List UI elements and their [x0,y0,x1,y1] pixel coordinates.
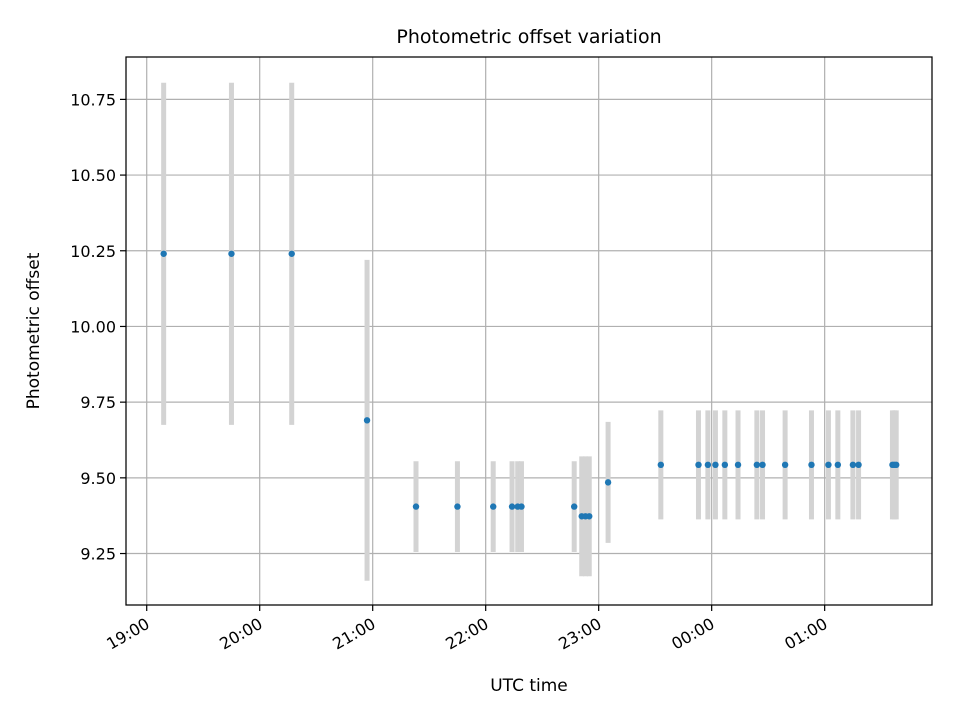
data-point [712,461,719,469]
data-point [454,503,461,510]
data-point [721,461,729,469]
data-point [657,461,665,469]
data-point [604,479,612,486]
data-point [508,503,516,510]
data-point [893,461,900,469]
data-point [834,461,842,469]
data-point [734,461,742,469]
y-axis-label: Photometric offset [24,252,44,409]
x-axis-label: UTC time [490,676,568,696]
y-tick-label: 10.50 [70,166,116,185]
data-point [855,461,862,469]
data-point [363,417,371,424]
data-point [160,250,167,257]
data-point [288,250,295,257]
data-points [160,250,900,520]
chart-title: Photometric offset variation [396,26,661,48]
data-point [704,461,712,469]
data-point [781,461,789,469]
data-point [412,503,420,510]
y-tick-label: 10.75 [70,90,116,109]
data-point [695,461,702,469]
y-tick-label: 10.25 [70,242,116,261]
data-point [849,461,857,469]
data-point [753,461,761,469]
y-tick-label: 9.50 [80,469,116,488]
data-point [570,503,578,510]
data-point [586,513,593,520]
data-point [808,461,815,469]
data-point [228,250,235,257]
y-tick-label: 9.75 [80,393,116,412]
y-tick-label: 9.25 [80,545,116,564]
data-point [759,461,766,469]
data-point [518,503,525,510]
data-point [825,461,832,469]
data-point [490,503,497,510]
y-tick-label: 10.00 [70,317,116,336]
plot-frame [125,56,933,606]
grid [126,57,932,605]
